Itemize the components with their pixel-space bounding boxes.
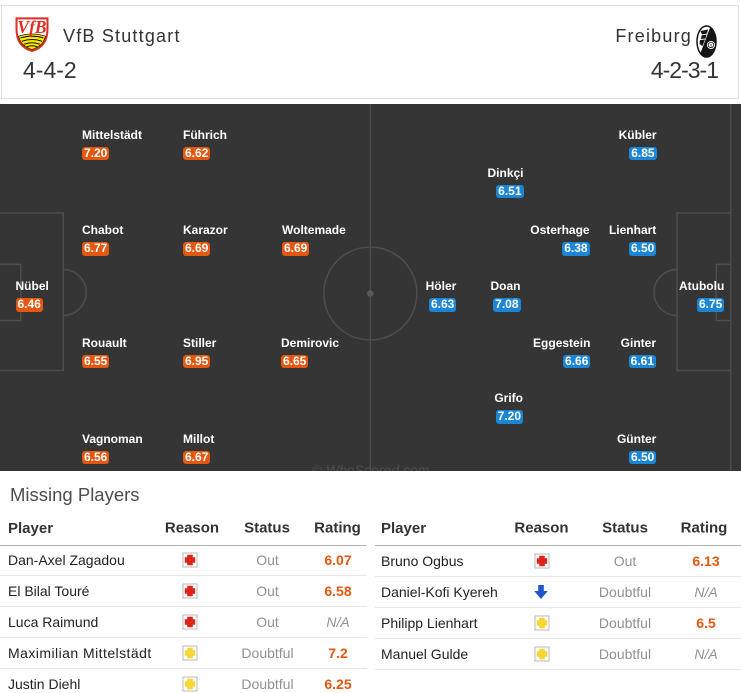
svg-text:S: S: [709, 43, 712, 49]
svg-text:VfB: VfB: [17, 17, 47, 37]
